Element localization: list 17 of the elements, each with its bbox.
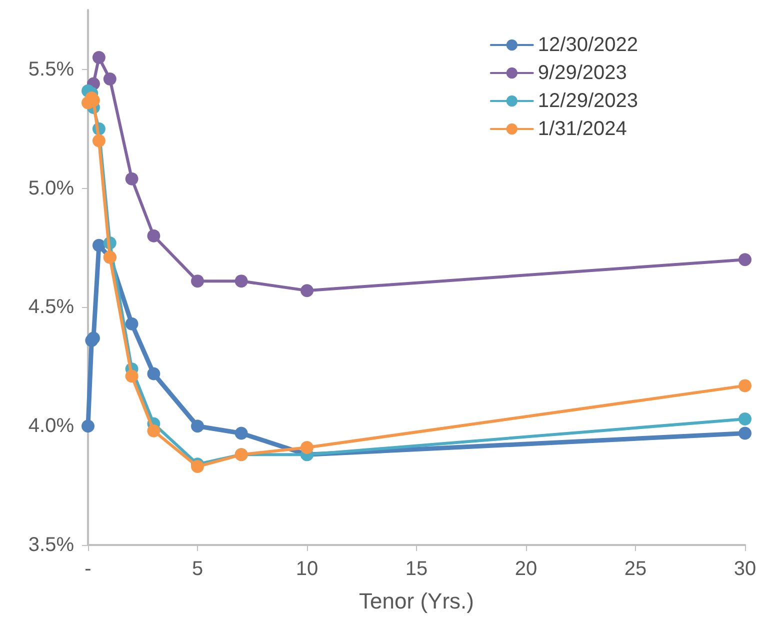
- x-tick-label: 20: [514, 558, 538, 580]
- x-tick-label: 10: [296, 558, 318, 580]
- x-tick-label: 25: [624, 558, 647, 580]
- legend-label: 12/30/2022: [538, 34, 638, 56]
- y-tick-label: 4.0%: [28, 415, 74, 438]
- x-tick-label: 30: [734, 558, 756, 580]
- y-tick-label: 5.0%: [28, 177, 74, 200]
- legend-label: 12/29/2023: [538, 90, 638, 112]
- y-tick-label: 3.5%: [28, 534, 74, 556]
- x-tick-label: 5: [192, 558, 204, 580]
- y-tick-label: 4.5%: [28, 296, 74, 318]
- legend-label: 1/31/2024: [538, 118, 627, 140]
- x-axis-title: Tenor (Yrs.): [359, 588, 474, 614]
- x-tick-label: -: [84, 558, 92, 580]
- x-tick-label: 15: [405, 558, 428, 580]
- legend-label: 9/29/2023: [538, 62, 627, 84]
- y-tick-label: 5.5%: [28, 58, 74, 80]
